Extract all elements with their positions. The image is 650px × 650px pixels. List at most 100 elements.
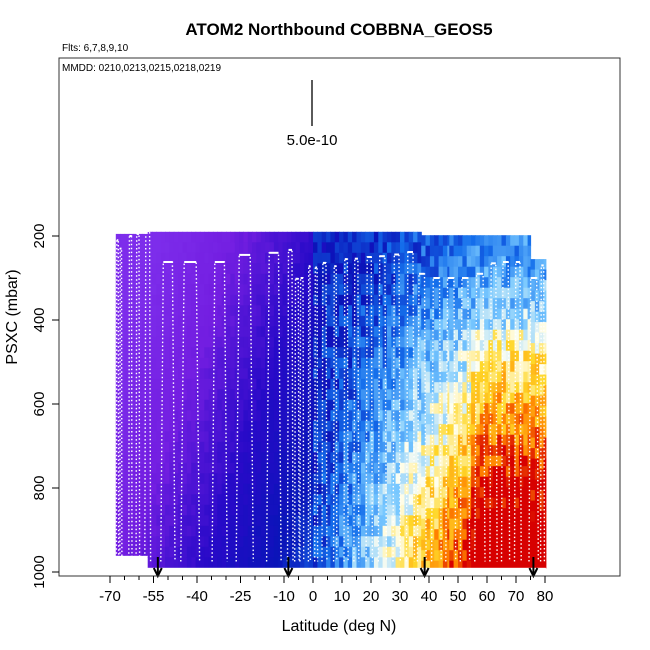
heatmap-cell bbox=[484, 392, 489, 404]
heatmap-cell bbox=[543, 479, 547, 491]
heatmap-cell bbox=[299, 263, 305, 275]
heatmap-cell bbox=[282, 494, 288, 506]
heatmap-cell bbox=[373, 242, 379, 254]
heatmap-cell bbox=[471, 371, 476, 383]
heatmap-cell bbox=[339, 242, 344, 254]
heatmap-cell bbox=[243, 252, 249, 264]
heatmap-cell bbox=[447, 508, 450, 520]
heatmap-cell bbox=[152, 252, 157, 264]
heatmap-cell bbox=[334, 315, 340, 327]
heatmap-cell bbox=[378, 462, 384, 474]
heatmap-cell bbox=[217, 546, 223, 558]
heatmap-cell bbox=[347, 452, 353, 464]
heatmap-cell bbox=[484, 256, 489, 268]
heatmap-cell bbox=[530, 427, 536, 439]
heatmap-cell bbox=[395, 536, 401, 548]
heatmap-cell bbox=[141, 475, 147, 487]
heatmap-cell bbox=[152, 242, 157, 254]
heatmap-cell bbox=[382, 473, 388, 485]
heatmap-cell bbox=[530, 521, 536, 533]
heatmap-cell bbox=[182, 263, 188, 275]
dates-note: MMDD: 0210,0213,0215,0218,0219 bbox=[62, 63, 221, 74]
heatmap-cell bbox=[234, 557, 240, 569]
heatmap-cell bbox=[230, 294, 236, 306]
heatmap-cell bbox=[120, 422, 126, 434]
heatmap-cell bbox=[199, 368, 205, 380]
heatmap-cell bbox=[152, 347, 157, 359]
heatmap-cell bbox=[510, 350, 516, 362]
heatmap-cell bbox=[453, 539, 459, 551]
heatmap-cell bbox=[395, 504, 401, 516]
heatmap-cell bbox=[191, 483, 197, 495]
heatmap-cell bbox=[191, 326, 197, 338]
heatmap-cell bbox=[365, 546, 371, 558]
heatmap-cell bbox=[484, 508, 489, 520]
heatmap-cell bbox=[256, 410, 262, 422]
heatmap-cell bbox=[204, 263, 210, 275]
heatmap-cell bbox=[173, 389, 179, 401]
heatmap-cell bbox=[408, 263, 414, 275]
heatmap-cell bbox=[195, 483, 201, 495]
heatmap-cell bbox=[395, 336, 401, 348]
heatmap-cell bbox=[308, 494, 314, 506]
heatmap-cell bbox=[124, 454, 130, 466]
heatmap-cell bbox=[543, 343, 547, 355]
heatmap-cell bbox=[286, 483, 292, 495]
heatmap-cell bbox=[247, 368, 253, 380]
heatmap-cell bbox=[466, 340, 472, 352]
heatmap-cell bbox=[438, 445, 444, 457]
heatmap-cell bbox=[386, 557, 392, 569]
heatmap-cell bbox=[308, 357, 314, 369]
heatmap-cell bbox=[212, 494, 218, 506]
heatmap-cell bbox=[186, 557, 192, 569]
heatmap-cell bbox=[501, 340, 507, 352]
heatmap-cell bbox=[260, 431, 266, 443]
heatmap-cell bbox=[226, 473, 231, 485]
heatmap-cell bbox=[252, 273, 257, 285]
heatmap-cell bbox=[120, 548, 126, 556]
heatmap-cell bbox=[182, 515, 188, 527]
heatmap-cell bbox=[523, 560, 529, 569]
heatmap-cell bbox=[505, 403, 511, 415]
heatmap-cell bbox=[382, 378, 388, 390]
heatmap-cell bbox=[347, 378, 353, 390]
heatmap-cell bbox=[191, 347, 197, 359]
heatmap-cell bbox=[299, 546, 305, 558]
heatmap-cell bbox=[330, 294, 336, 306]
heatmap-cell bbox=[317, 431, 323, 443]
heatmap-cell bbox=[501, 319, 507, 331]
heatmap-cell bbox=[239, 273, 244, 285]
heatmap-cell bbox=[217, 252, 223, 264]
heatmap-cell bbox=[173, 462, 179, 474]
heatmap-cell bbox=[282, 389, 288, 401]
heatmap-cell bbox=[120, 412, 126, 424]
heatmap-cell bbox=[137, 307, 143, 319]
heatmap-cell bbox=[256, 536, 262, 548]
heatmap-cell bbox=[282, 231, 288, 243]
heatmap-cell bbox=[501, 350, 507, 362]
heatmap-cell bbox=[471, 403, 476, 415]
heatmap-cell bbox=[195, 431, 201, 443]
heatmap-cell bbox=[330, 315, 336, 327]
heatmap-cell bbox=[492, 508, 498, 520]
heatmap-cell bbox=[527, 361, 532, 373]
heatmap-cell bbox=[449, 529, 455, 541]
heatmap-cell bbox=[523, 476, 529, 488]
heatmap-cell bbox=[408, 420, 414, 432]
heatmap-cell bbox=[304, 462, 310, 474]
heatmap-cell bbox=[539, 343, 545, 355]
heatmap-cell bbox=[204, 284, 210, 296]
heatmap-cell bbox=[304, 431, 310, 443]
heatmap-cell bbox=[447, 256, 450, 268]
heatmap-cell bbox=[273, 431, 279, 443]
heatmap-cell bbox=[173, 357, 179, 369]
heatmap-cell bbox=[343, 231, 349, 243]
heatmap-cell bbox=[539, 353, 545, 365]
heatmap-cell bbox=[308, 347, 314, 359]
heatmap-cell bbox=[400, 410, 405, 422]
heatmap-cell bbox=[186, 357, 192, 369]
heatmap-cell bbox=[330, 441, 336, 453]
heatmap-cell bbox=[247, 305, 253, 317]
heatmap-cell bbox=[408, 231, 414, 243]
heatmap-cell bbox=[373, 294, 379, 306]
